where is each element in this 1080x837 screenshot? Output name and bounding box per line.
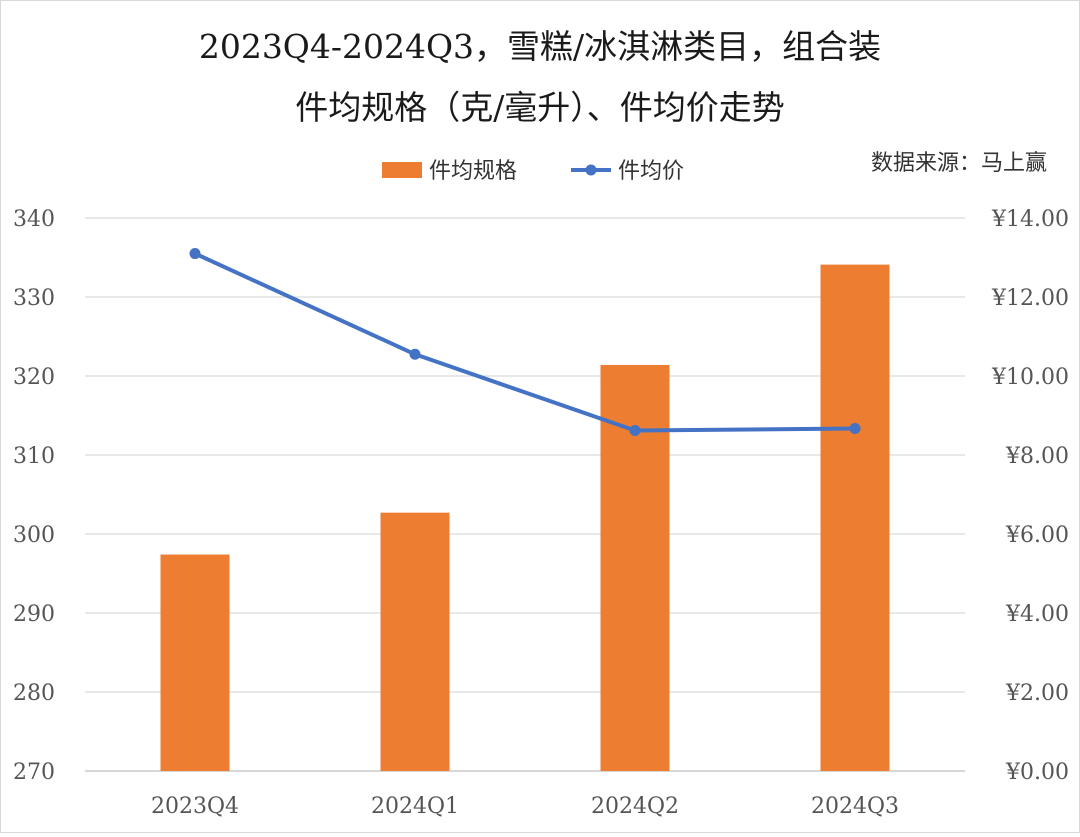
x-axis-tick-label: 2023Q4 [151,794,239,819]
left-axis-tick-label: 280 [13,681,55,706]
right-axis-tick-label: ¥0.00 [1005,760,1069,785]
left-axis-tick-label: 300 [13,523,55,548]
line-series [189,248,861,437]
right-axis-tick-label: ¥2.00 [1005,681,1069,706]
price-line [194,251,856,433]
left-axis-ticks: 270 280 290 300 310 320 330 340 [13,207,55,785]
left-axis-tick-label: 310 [13,444,55,469]
gridlines [85,217,965,772]
line-point [629,425,641,437]
right-axis-tick-label: ¥12.00 [991,286,1069,311]
line-point [409,348,421,360]
chart-title-line-2: 件均规格（克/毫升）、件均价走势 [295,88,785,127]
left-axis-tick-label: 290 [13,602,55,627]
x-axis-tick-label: 2024Q2 [591,794,679,819]
left-axis-tick-label: 330 [13,286,55,311]
x-axis-tick-label: 2024Q3 [811,794,899,819]
chart-title-line-1: 2023Q4-2024Q3，雪糕/冰淇淋类目，组合装 [199,27,881,66]
x-axis-ticks: 2023Q4 2024Q1 2024Q2 2024Q3 [151,794,899,819]
left-axis-tick-label: 320 [13,365,55,390]
line-point [189,248,201,260]
legend-swatch-bar [382,162,422,178]
right-axis-tick-label: ¥14.00 [991,207,1069,232]
legend-label-line: 件均价 [618,159,684,184]
legend-label-bar: 件均规格 [429,159,517,184]
legend-swatch-marker [585,164,597,176]
bar [820,264,890,771]
right-axis-tick-label: ¥6.00 [1005,523,1069,548]
bar [160,554,230,771]
x-axis-tick-label: 2024Q1 [371,794,459,819]
left-axis-tick-label: 340 [13,207,55,232]
data-source-note: 数据来源：马上赢 [871,151,1047,176]
legend: 件均规格 件均价 [382,159,684,184]
left-axis-tick-label: 270 [13,760,55,785]
bar-series [160,264,890,771]
line-point [849,423,861,435]
right-axis-tick-label: ¥8.00 [1005,444,1069,469]
right-axis-ticks: ¥0.00 ¥2.00 ¥4.00 ¥6.00 ¥8.00 ¥10.00 ¥12.00 ¥14… [991,207,1069,785]
right-axis-tick-label: ¥4.00 [1005,602,1069,627]
bar [380,512,450,771]
right-axis-tick-label: ¥10.00 [991,365,1069,390]
